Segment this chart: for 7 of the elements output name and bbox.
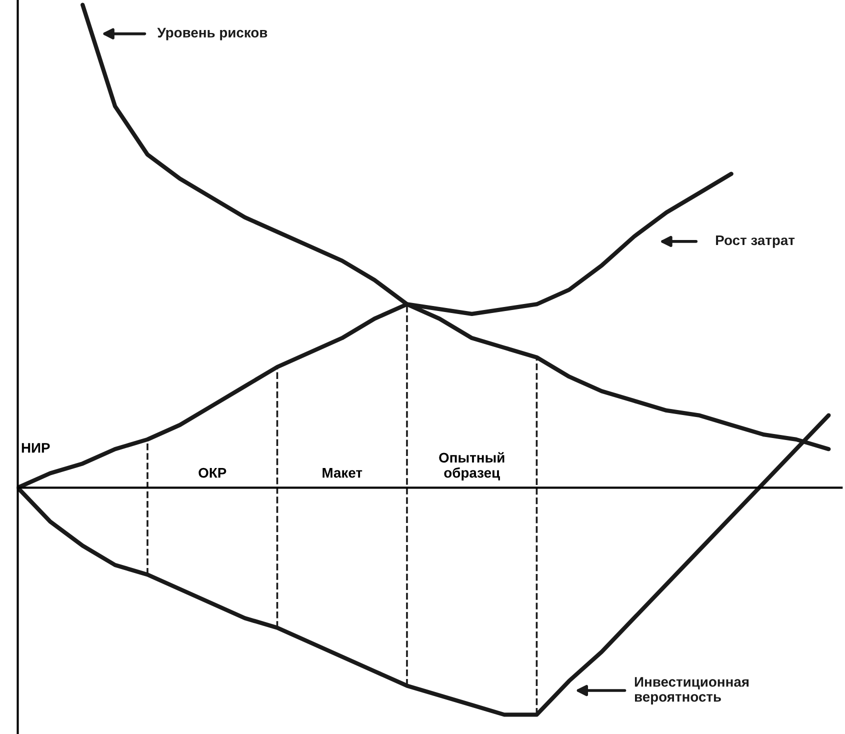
annotation: Макет (322, 468, 362, 478)
annotation: НИР (22, 443, 50, 453)
legend-label: Инвестиционная вероятность (634, 677, 749, 704)
annotation: Опытный образец (439, 452, 504, 480)
legend-label: Уровень рисков (157, 28, 268, 40)
legend-label: Рост затрат (716, 235, 795, 248)
annotation: ОКР (198, 468, 226, 478)
